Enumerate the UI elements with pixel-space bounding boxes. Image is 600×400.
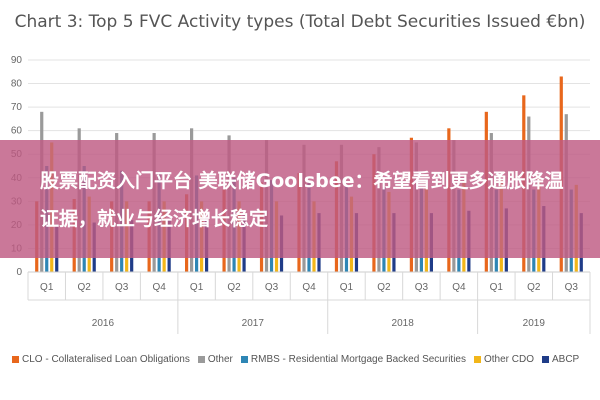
legend-label: ABCP xyxy=(552,354,580,365)
x-tick-label: Q1 xyxy=(490,282,504,293)
legend-item: RMBS - Residential Mortgage Backed Secur… xyxy=(240,354,466,365)
year-label: 2019 xyxy=(523,318,546,329)
overlay-banner[interactable]: 股票配资入门平台 美联储Goolsbee：希望看到更多通胀降温证据，就业与经济增… xyxy=(0,140,600,258)
legend-label: RMBS - Residential Mortgage Backed Secur… xyxy=(250,354,466,365)
legend-label: Other CDO xyxy=(483,354,534,365)
chart-legend: CLO - Collateralised Loan Obligations Oth… xyxy=(12,354,600,370)
legend-item: Other CDO xyxy=(473,354,534,365)
x-tick-label: Q4 xyxy=(152,282,166,293)
x-tick-label: Q1 xyxy=(340,282,354,293)
legend-swatch xyxy=(197,355,205,363)
legend-label: Other xyxy=(207,354,233,365)
year-label: 2016 xyxy=(92,318,115,329)
x-tick-label: Q1 xyxy=(190,282,204,293)
x-tick-label: Q3 xyxy=(565,282,579,293)
year-label: 2018 xyxy=(392,318,415,329)
chart-title: Chart 3: Top 5 FVC Activity types (Total… xyxy=(14,12,586,32)
legend-label: CLO - Collateralised Loan Obligations xyxy=(22,354,190,365)
x-tick-label: Q4 xyxy=(452,282,466,293)
year-label: 2017 xyxy=(242,318,265,329)
x-tick-label: Q2 xyxy=(527,282,541,293)
legend-item: CLO - Collateralised Loan Obligations xyxy=(12,354,190,365)
legend-item: Other xyxy=(197,354,233,365)
x-tick-label: Q3 xyxy=(265,282,279,293)
y-tick-label: 70 xyxy=(11,102,23,113)
x-axis: Q1 Q2 Q3 Q4 Q1 Q2 Q3 Q4 Q1 Q2 Q3 Q4 Q1 Q2 Q3 2016 2017 20… xyxy=(27,271,591,334)
legend-swatch xyxy=(542,355,549,363)
x-tick-label: Q3 xyxy=(415,282,429,293)
x-tick-label: Q3 xyxy=(115,282,129,293)
legend-swatch xyxy=(240,355,248,363)
x-tick-label: Q2 xyxy=(377,282,391,293)
y-tick-label: 80 xyxy=(11,79,23,90)
x-tick-label: Q4 xyxy=(302,282,316,293)
x-tick-label: Q2 xyxy=(78,282,92,293)
y-tick-label: 90 xyxy=(11,55,23,66)
legend-swatch xyxy=(473,355,481,363)
legend-item: ABCP xyxy=(542,354,579,365)
x-tick-label: Q1 xyxy=(40,282,54,293)
legend-swatch xyxy=(12,355,19,363)
y-tick-label: 60 xyxy=(11,126,23,137)
y-tick-label: 0 xyxy=(16,267,22,278)
x-tick-label: Q2 xyxy=(227,282,241,293)
